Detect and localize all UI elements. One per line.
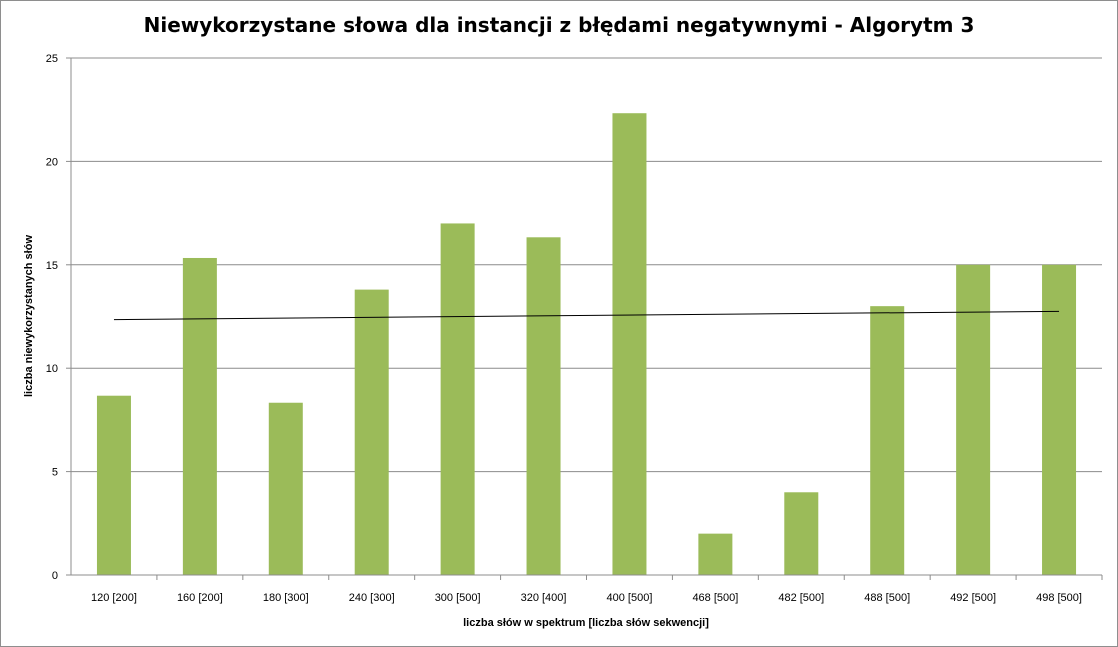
- x-tick-label: 482 [500]: [778, 592, 824, 604]
- trendline-layer: [113, 310, 1060, 321]
- x-tick-label: 180 [300]: [263, 592, 309, 604]
- bars: [96, 113, 1077, 575]
- axes: [66, 57, 1103, 580]
- x-tick-label: 120 [200]: [91, 592, 137, 604]
- bar: [354, 289, 389, 575]
- bar: [1042, 264, 1077, 575]
- bar: [612, 113, 647, 575]
- bar: [182, 257, 217, 575]
- x-tick-label: 240 [300]: [349, 592, 395, 604]
- trendline: [113, 310, 1060, 321]
- y-tick-label: 0: [52, 570, 58, 582]
- bar: [268, 402, 303, 575]
- x-tick-label: 492 [500]: [950, 592, 996, 604]
- bar: [526, 237, 561, 575]
- y-tick-label: 5: [52, 467, 58, 479]
- bar: [784, 492, 819, 575]
- y-tick-label: 10: [46, 363, 58, 375]
- bar: [96, 395, 131, 575]
- y-axis-label: liczba niewykorzystanych słów: [23, 235, 35, 397]
- x-tick-label: 400 [500]: [607, 592, 653, 604]
- chart-title: Niewykorzystane słowa dla instancji z bł…: [143, 13, 975, 37]
- x-tick-label: 468 [500]: [692, 592, 738, 604]
- y-tick-label: 15: [46, 260, 58, 272]
- x-tick-label: 498 [500]: [1036, 592, 1082, 604]
- gridlines: [71, 57, 1102, 473]
- y-tick-label: 20: [46, 156, 58, 168]
- bar: [956, 264, 991, 575]
- y-tick-label: 25: [46, 53, 58, 65]
- x-tick-label: 300 [500]: [435, 592, 481, 604]
- bar: [870, 306, 905, 575]
- x-tick-label: 160 [200]: [177, 592, 223, 604]
- tick-labels: 0 5 10 15 20 25 120 [200] 160 [200] 180 [300] 240…: [46, 53, 1082, 604]
- bar: [440, 223, 475, 575]
- bar: [698, 533, 733, 575]
- x-tick-label: 488 [500]: [864, 592, 910, 604]
- x-tick-label: 320 [400]: [521, 592, 567, 604]
- x-axis-label: liczba słów w spektrum [liczba słów sekw…: [463, 617, 709, 629]
